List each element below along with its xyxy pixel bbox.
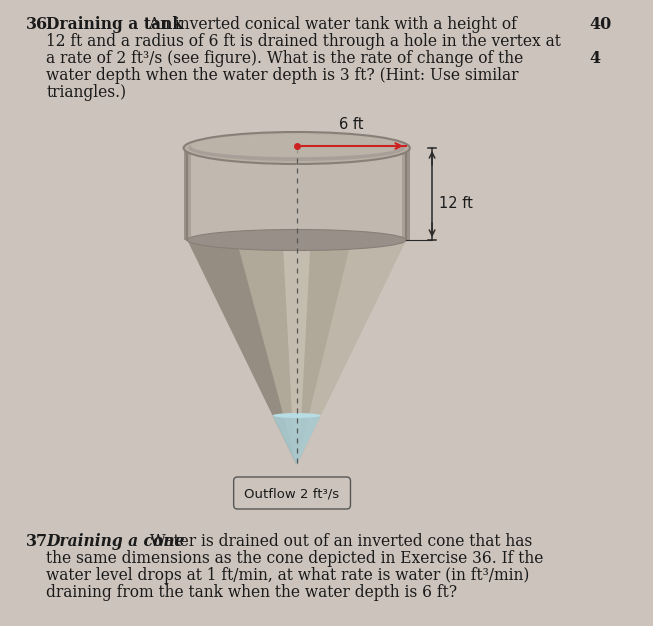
Text: An inverted conical water tank with a height of: An inverted conical water tank with a he… — [144, 16, 517, 33]
Text: Outflow 2 ft³/s: Outflow 2 ft³/s — [244, 488, 340, 501]
Polygon shape — [187, 240, 296, 465]
Text: Draining a cone: Draining a cone — [46, 533, 185, 550]
Ellipse shape — [183, 132, 410, 164]
Text: triangles.): triangles.) — [46, 84, 127, 101]
Text: water level drops at 1 ft/min, at what rate is water (in ft³/min): water level drops at 1 ft/min, at what r… — [46, 567, 530, 584]
Text: 36.: 36. — [26, 16, 54, 33]
Ellipse shape — [273, 413, 321, 418]
Ellipse shape — [187, 230, 406, 250]
Polygon shape — [183, 148, 191, 240]
FancyBboxPatch shape — [234, 477, 351, 509]
Polygon shape — [283, 240, 311, 435]
Text: the same dimensions as the cone depicted in Exercise 36. If the: the same dimensions as the cone depicted… — [46, 550, 544, 567]
Text: 40: 40 — [590, 16, 612, 33]
Text: 12 ft and a radius of 6 ft is drained through a hole in the vertex at: 12 ft and a radius of 6 ft is drained th… — [46, 33, 561, 50]
Text: water depth when the water depth is 3 ft? (Hint: Use similar: water depth when the water depth is 3 ft… — [46, 67, 519, 84]
Text: 6 ft: 6 ft — [339, 117, 364, 132]
Text: draining from the tank when the water depth is 6 ft?: draining from the tank when the water de… — [46, 584, 458, 601]
Polygon shape — [296, 240, 406, 465]
Ellipse shape — [191, 135, 402, 157]
Text: 4: 4 — [590, 50, 601, 67]
Text: Water is drained out of an inverted cone that has: Water is drained out of an inverted cone… — [145, 533, 532, 550]
Polygon shape — [187, 240, 406, 465]
Ellipse shape — [188, 135, 405, 161]
Text: Draining a tank: Draining a tank — [46, 16, 183, 33]
Text: 12 ft: 12 ft — [439, 197, 473, 212]
Text: 37.: 37. — [26, 533, 54, 550]
Text: a rate of 2 ft³/s (see figure). What is the rate of change of the: a rate of 2 ft³/s (see figure). What is … — [46, 50, 524, 67]
Polygon shape — [273, 416, 321, 465]
Polygon shape — [402, 148, 410, 240]
Polygon shape — [187, 148, 406, 240]
